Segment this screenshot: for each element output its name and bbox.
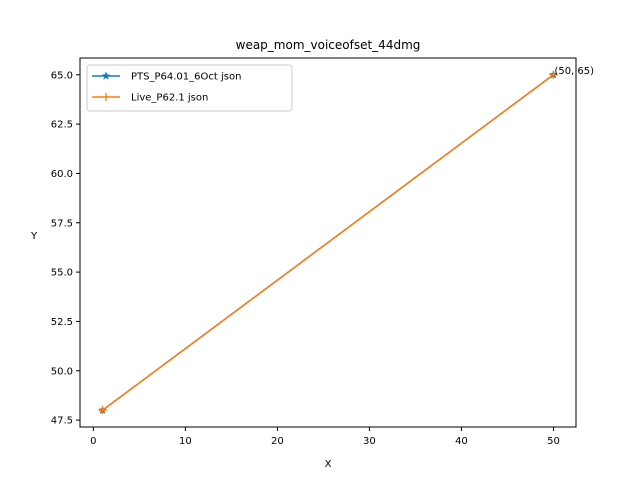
y-tick-label: 60.0 — [51, 169, 73, 180]
y-axis-title: Y — [30, 231, 38, 242]
y-tick-label: 65.0 — [51, 70, 73, 81]
y-tick-label: 50.0 — [51, 366, 73, 377]
legend-item-2: Live_P62.1 json — [92, 93, 208, 104]
y-axis: 47.5 50.0 52.5 55.0 57.5 60.0 62.5 65.0 — [51, 70, 80, 427]
x-tick-label: 40 — [455, 436, 468, 447]
legend: PTS_P64.01_6Oct json Live_P62.1 json — [86, 64, 293, 112]
x-tick-label: 0 — [90, 436, 96, 447]
legend-box — [86, 64, 293, 112]
y-tick-label: 55.0 — [51, 268, 73, 279]
legend-item-1: PTS_P64.01_6Oct json — [92, 71, 241, 83]
legend-label: Live_P62.1 json — [131, 93, 208, 104]
series-line-2 — [102, 74, 554, 411]
x-axis-title: X — [325, 459, 332, 470]
chart-title: weap_mom_voiceofset_44dmg — [236, 38, 421, 52]
x-tick-label: 30 — [363, 436, 376, 447]
data-point-s2-1 — [98, 406, 107, 415]
data-point-s2-2 — [549, 70, 558, 79]
data-label-1: (50, 65) — [554, 66, 594, 77]
legend-marker — [101, 71, 111, 80]
plot-area: (50, 65) — [98, 66, 594, 415]
x-tick-label: 50 — [547, 436, 560, 447]
legend-label: PTS_P64.01_6Oct json — [131, 72, 241, 83]
y-tick-label: 52.5 — [51, 317, 73, 328]
x-tick-label: 10 — [179, 436, 192, 447]
y-tick-label: 47.5 — [51, 416, 73, 427]
y-tick-label: 57.5 — [51, 218, 73, 229]
plot-frame — [79, 57, 577, 428]
x-axis: 0 10 20 30 40 50 — [90, 427, 560, 447]
x-tick-label: 20 — [271, 436, 284, 447]
legend-marker — [102, 93, 110, 101]
y-tick-label: 62.5 — [51, 120, 73, 131]
